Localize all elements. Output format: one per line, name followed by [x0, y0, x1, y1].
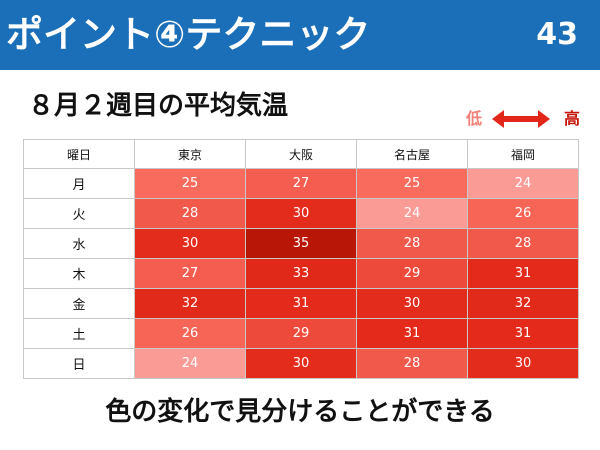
temperature-cell: 31: [467, 318, 579, 349]
table-row: 日 24 30 28 30: [23, 348, 579, 379]
temperature-cell: 35: [245, 228, 357, 259]
header-bar: ポイント④テクニック 43: [0, 0, 600, 70]
slide-title: ポイント④テクニック: [6, 13, 371, 56]
temperature-cell: 27: [245, 168, 357, 199]
temperature-cell: 26: [467, 198, 579, 229]
temperature-cell: 30: [245, 198, 357, 229]
temperature-cell: 30: [134, 228, 246, 259]
day-cell: 火: [23, 198, 135, 229]
color-legend: 低 高: [462, 106, 580, 132]
temperature-cell: 28: [467, 228, 579, 259]
city-header: 東京: [134, 139, 246, 169]
temperature-cell: 28: [356, 348, 468, 379]
temperature-cell: 30: [467, 348, 579, 379]
page-number: 43: [536, 17, 578, 52]
table-row: 木 27 33 29 31: [23, 258, 579, 289]
temperature-cell: 26: [134, 318, 246, 349]
temperature-cell: 24: [356, 198, 468, 229]
city-header: 大阪: [245, 139, 357, 169]
table-header-row: 曜日 東京 大阪 名古屋 福岡: [23, 139, 579, 169]
temperature-cell: 28: [356, 228, 468, 259]
table-row: 金 32 31 30 32: [23, 288, 579, 319]
temperature-cell: 30: [245, 348, 357, 379]
temperature-cell: 29: [356, 258, 468, 289]
table-row: 土 26 29 31 31: [23, 318, 579, 349]
legend-low-label: 低: [466, 109, 483, 128]
temperature-cell: 25: [134, 168, 246, 199]
corner-header: 曜日: [23, 139, 135, 169]
temperature-cell: 28: [134, 198, 246, 229]
temperature-cell: 32: [467, 288, 579, 319]
day-cell: 金: [23, 288, 135, 319]
footer-caption: 色の変化で見分けることができる: [105, 397, 495, 427]
temperature-cell: 31: [467, 258, 579, 289]
temperature-cell: 25: [356, 168, 468, 199]
temperature-cell: 31: [245, 288, 357, 319]
table-row: 月 25 27 25 24: [23, 168, 579, 199]
temperature-cell: 32: [134, 288, 246, 319]
temperature-cell: 33: [245, 258, 357, 289]
day-cell: 土: [23, 318, 135, 349]
temperature-cell: 24: [134, 348, 246, 379]
city-header: 名古屋: [356, 139, 468, 169]
table-title: ８月２週目の平均気温: [28, 91, 289, 121]
day-cell: 日: [23, 348, 135, 379]
day-cell: 水: [23, 228, 135, 259]
day-cell: 月: [23, 168, 135, 199]
day-cell: 木: [23, 258, 135, 289]
temperature-cell: 30: [356, 288, 468, 319]
temperature-heatmap-table: 曜日 東京 大阪 名古屋 福岡 月 25 27 25 24 火 28 30 24…: [23, 139, 579, 379]
temperature-cell: 27: [134, 258, 246, 289]
temperature-cell: 29: [245, 318, 357, 349]
table-row: 水 30 35 28 28: [23, 228, 579, 259]
legend-high-label: 高: [563, 109, 580, 128]
temperature-cell: 31: [356, 318, 468, 349]
table-row: 火 28 30 24 26: [23, 198, 579, 229]
city-header: 福岡: [467, 139, 579, 169]
double-arrow-icon: [492, 110, 550, 128]
temperature-cell: 24: [467, 168, 579, 199]
